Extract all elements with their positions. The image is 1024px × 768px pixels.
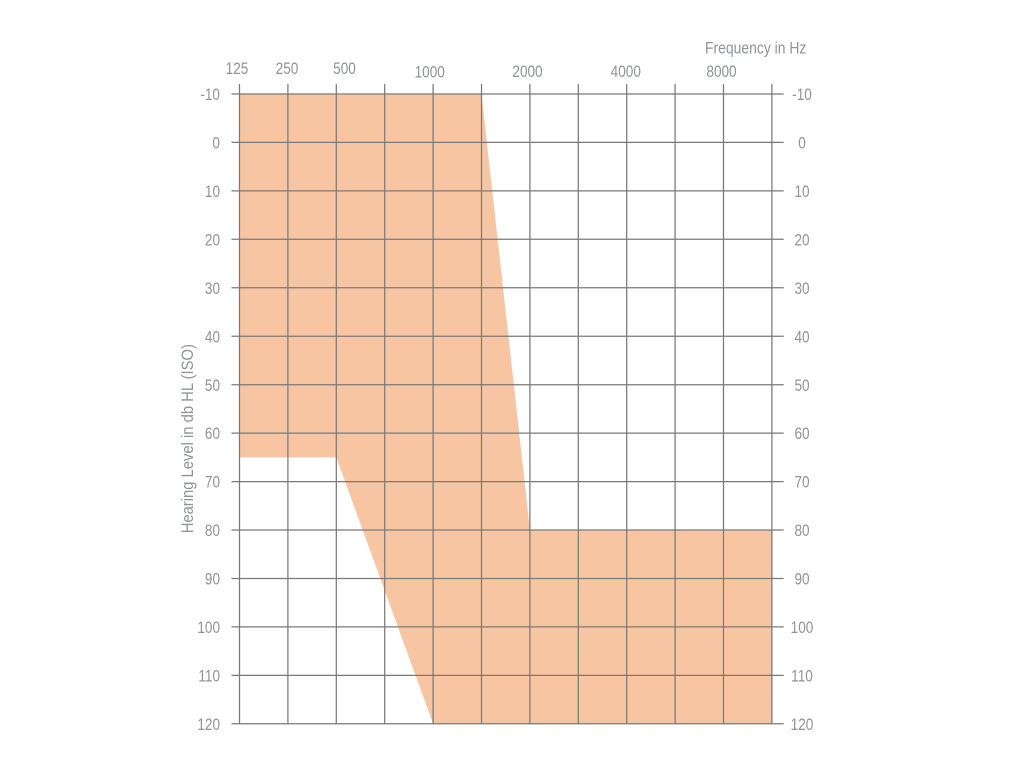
svg-text:120: 120 <box>197 716 220 735</box>
svg-text:110: 110 <box>198 667 220 686</box>
svg-text:500: 500 <box>333 60 356 79</box>
svg-text:100: 100 <box>791 619 814 638</box>
svg-text:90: 90 <box>205 570 220 589</box>
svg-text:50: 50 <box>205 376 220 395</box>
svg-text:110: 110 <box>791 667 813 686</box>
svg-text:20: 20 <box>205 231 220 250</box>
svg-text:60: 60 <box>794 425 809 444</box>
svg-text:-10: -10 <box>200 86 220 105</box>
svg-text:1000: 1000 <box>415 63 445 82</box>
svg-text:40: 40 <box>205 328 220 347</box>
svg-text:80: 80 <box>794 522 809 541</box>
svg-text:120: 120 <box>791 716 814 735</box>
svg-text:30: 30 <box>794 280 809 299</box>
svg-text:125: 125 <box>226 60 249 79</box>
svg-text:50: 50 <box>794 376 809 395</box>
svg-text:20: 20 <box>794 231 809 250</box>
svg-text:10: 10 <box>205 183 220 202</box>
svg-text:70: 70 <box>794 473 809 492</box>
svg-text:4000: 4000 <box>611 63 641 82</box>
svg-text:Hearing Level in db HL (ISO): Hearing Level in db HL (ISO) <box>179 344 197 533</box>
svg-text:80: 80 <box>205 522 220 541</box>
svg-text:90: 90 <box>794 570 809 589</box>
svg-text:0: 0 <box>798 134 806 153</box>
svg-text:70: 70 <box>205 473 220 492</box>
svg-text:-10: -10 <box>792 86 812 105</box>
svg-text:0: 0 <box>212 134 220 153</box>
svg-text:30: 30 <box>205 280 220 299</box>
svg-text:40: 40 <box>794 328 809 347</box>
svg-text:250: 250 <box>276 60 299 79</box>
svg-text:2000: 2000 <box>512 63 542 82</box>
svg-text:100: 100 <box>197 619 220 638</box>
svg-text:10: 10 <box>794 183 809 202</box>
svg-text:8000: 8000 <box>706 63 736 82</box>
svg-text:Frequency in Hz: Frequency in Hz <box>705 39 806 58</box>
svg-text:60: 60 <box>205 425 220 444</box>
